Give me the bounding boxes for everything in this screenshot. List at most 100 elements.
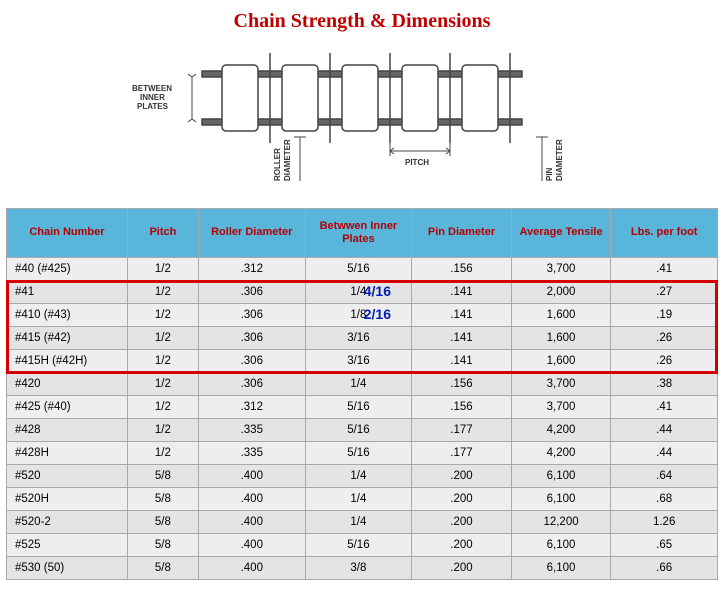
table-cell: .38 [611,373,718,396]
table-cell: .65 [611,534,718,557]
table-cell: 5/8 [127,534,198,557]
table-cell: 1/2 [127,419,198,442]
table-cell: 1,600 [511,327,611,350]
table-cell: 1/2 [127,396,198,419]
table-row: #415 (#42)1/2.3063/16.1411,600.26 [7,327,718,350]
table-cell: .200 [412,534,512,557]
svg-text:DIAMETER: DIAMETER [555,139,564,181]
chain-table-wrap: Chain NumberPitchRoller DiameterBetwwen … [6,208,718,580]
table-cell: #415H (#42H) [7,350,128,373]
table-cell: 5/16 [305,534,412,557]
table-cell: #40 (#425) [7,258,128,281]
table-cell: 3,700 [511,396,611,419]
table-cell: 3/8 [305,557,412,580]
table-cell: 6,100 [511,465,611,488]
table-cell: .44 [611,419,718,442]
col-header: Roller Diameter [198,209,305,258]
table-cell: .306 [198,373,305,396]
table-cell: 1/2 [127,350,198,373]
table-row: #411/2.3061/4.1412,000.27 [7,281,718,304]
col-header: Average Tensile [511,209,611,258]
table-cell: #520-2 [7,511,128,534]
table-cell: 12,200 [511,511,611,534]
table-cell: 3/16 [305,350,412,373]
col-header: Pin Diameter [412,209,512,258]
table-row: #425 (#40)1/2.3125/16.1563,700.41 [7,396,718,419]
label-pin-dia: PIN [545,167,554,181]
table-cell: 5/8 [127,488,198,511]
chain-diagram: BETWEEN INNER PLATES ROLLER DIAMETER PIT… [6,41,718,194]
table-cell: .200 [412,465,512,488]
table-cell: 1.26 [611,511,718,534]
table-cell: 1/4 [305,465,412,488]
table-row: #415H (#42H)1/2.3063/16.1411,600.26 [7,350,718,373]
table-cell: .64 [611,465,718,488]
label-roller-dia: ROLLER [273,148,282,181]
table-cell: .156 [412,396,512,419]
table-cell: #415 (#42) [7,327,128,350]
table-cell: .306 [198,327,305,350]
table-cell: 5/8 [127,557,198,580]
table-cell: 1/2 [127,258,198,281]
table-cell: .400 [198,465,305,488]
table-cell: 1/4 [305,281,412,304]
table-cell: 6,100 [511,557,611,580]
table-cell: .177 [412,442,512,465]
table-cell: .177 [412,419,512,442]
table-cell: .41 [611,258,718,281]
table-cell: 5/16 [305,396,412,419]
table-cell: .141 [412,350,512,373]
table-cell: #520 [7,465,128,488]
table-cell: 1/2 [127,442,198,465]
table-cell: .400 [198,488,305,511]
table-row: #530 (50)5/8.4003/8.2006,100.66 [7,557,718,580]
table-cell: #420 [7,373,128,396]
table-cell: .400 [198,534,305,557]
table-cell: .141 [412,281,512,304]
table-cell: 5/8 [127,511,198,534]
table-cell: #41 [7,281,128,304]
label-pitch: PITCH [405,158,429,167]
table-cell: #530 (50) [7,557,128,580]
table-cell: 1/2 [127,373,198,396]
col-header: Chain Number [7,209,128,258]
table-cell: #410 (#43) [7,304,128,327]
table-cell: 3/16 [305,327,412,350]
table-cell: .335 [198,442,305,465]
table-cell: #425 (#40) [7,396,128,419]
table-cell: 4,200 [511,442,611,465]
table-cell: .400 [198,511,305,534]
table-cell: .312 [198,258,305,281]
table-cell: 6,100 [511,534,611,557]
table-row: #520-25/8.4001/4.20012,2001.26 [7,511,718,534]
table-cell: 5/8 [127,465,198,488]
table-cell: 4,200 [511,419,611,442]
table-row: #40 (#425)1/2.3125/16.1563,700.41 [7,258,718,281]
table-row: #4201/2.3061/4.1563,700.38 [7,373,718,396]
table-cell: 2,000 [511,281,611,304]
table-cell: 6,100 [511,488,611,511]
table-cell: #428 [7,419,128,442]
table-cell: .335 [198,419,305,442]
table-cell: .141 [412,304,512,327]
table-cell: #525 [7,534,128,557]
table-cell: 5/16 [305,258,412,281]
table-cell: #520H [7,488,128,511]
table-cell: .68 [611,488,718,511]
table-cell: 1,600 [511,304,611,327]
table-row: #410 (#43)1/2.3061/8.1411,600.19 [7,304,718,327]
table-row: #428H1/2.3355/16.1774,200.44 [7,442,718,465]
table-cell: .306 [198,281,305,304]
table-cell: 1/4 [305,373,412,396]
table-cell: .141 [412,327,512,350]
table-cell: 1/8 [305,304,412,327]
table-cell: .26 [611,327,718,350]
table-cell: #428H [7,442,128,465]
table-cell: 5/16 [305,419,412,442]
table-cell: 1/4 [305,511,412,534]
table-cell: .44 [611,442,718,465]
col-header: Lbs. per foot [611,209,718,258]
table-cell: .41 [611,396,718,419]
col-header: Pitch [127,209,198,258]
table-cell: 5/16 [305,442,412,465]
